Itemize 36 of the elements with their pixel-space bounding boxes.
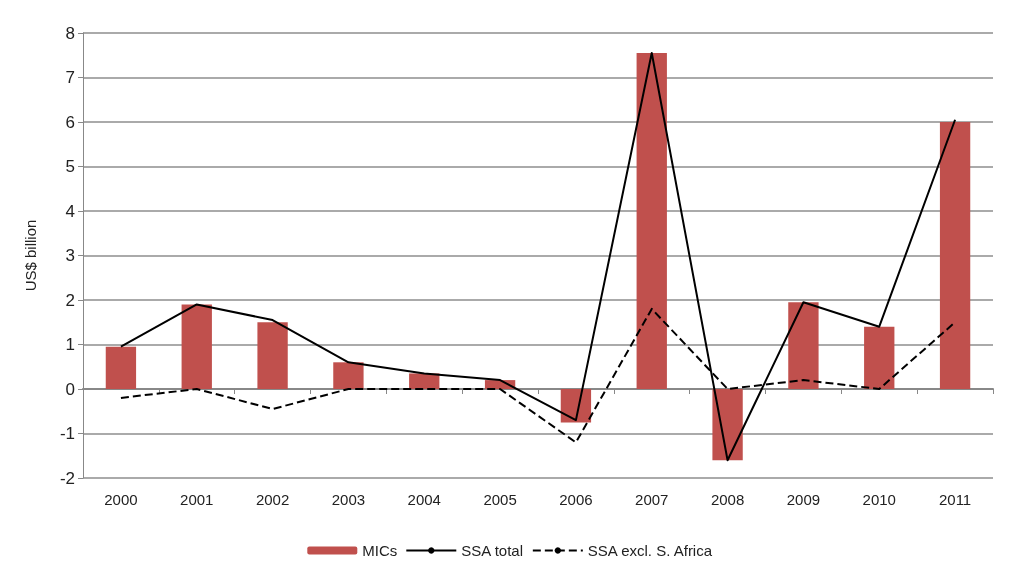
y-tick-label: -2 <box>59 468 75 488</box>
line-series <box>119 52 957 462</box>
bar <box>105 346 137 389</box>
x-tick-label: 2007 <box>635 491 669 508</box>
y-tick-label: 8 <box>65 23 75 43</box>
x-tick-label: 2004 <box>407 491 441 508</box>
legend-label: SSA total <box>461 542 524 559</box>
x-tick-label: 2006 <box>559 491 593 508</box>
bar <box>788 302 819 389</box>
x-tick-label: 2005 <box>483 491 517 508</box>
x-tick-label: 2001 <box>180 491 214 508</box>
y-tick-label: 7 <box>65 68 75 87</box>
y-tick-label: 6 <box>65 112 75 132</box>
y-tick-label: 3 <box>65 246 75 265</box>
legend-label: SSA excl. S. Africa <box>587 542 713 559</box>
bar <box>636 53 667 389</box>
y-tick-label: 0 <box>65 379 75 399</box>
bar <box>333 362 364 389</box>
bar <box>939 122 971 389</box>
x-tick-label: 2003 <box>331 491 366 508</box>
y-tick-label: 4 <box>65 201 75 221</box>
bar <box>181 304 212 389</box>
x-tick-label: 2010 <box>862 491 896 508</box>
y-tick-label: 2 <box>65 290 75 310</box>
legend-label: MICs <box>362 542 398 559</box>
x-tick-label: 2008 <box>710 491 745 508</box>
bar <box>864 326 895 389</box>
y-tick-label: 1 <box>65 335 75 354</box>
x-tick-label: 2009 <box>786 491 821 508</box>
x-tick-label: 2000 <box>104 491 138 508</box>
x-tick-label: 2011 <box>938 491 972 508</box>
y-axis-title: US$ billion <box>22 219 39 292</box>
x-tick-label: 2002 <box>255 491 290 508</box>
y-tick-label: 5 <box>65 157 75 176</box>
bar <box>257 322 288 389</box>
y-tick-label: -1 <box>59 424 75 443</box>
